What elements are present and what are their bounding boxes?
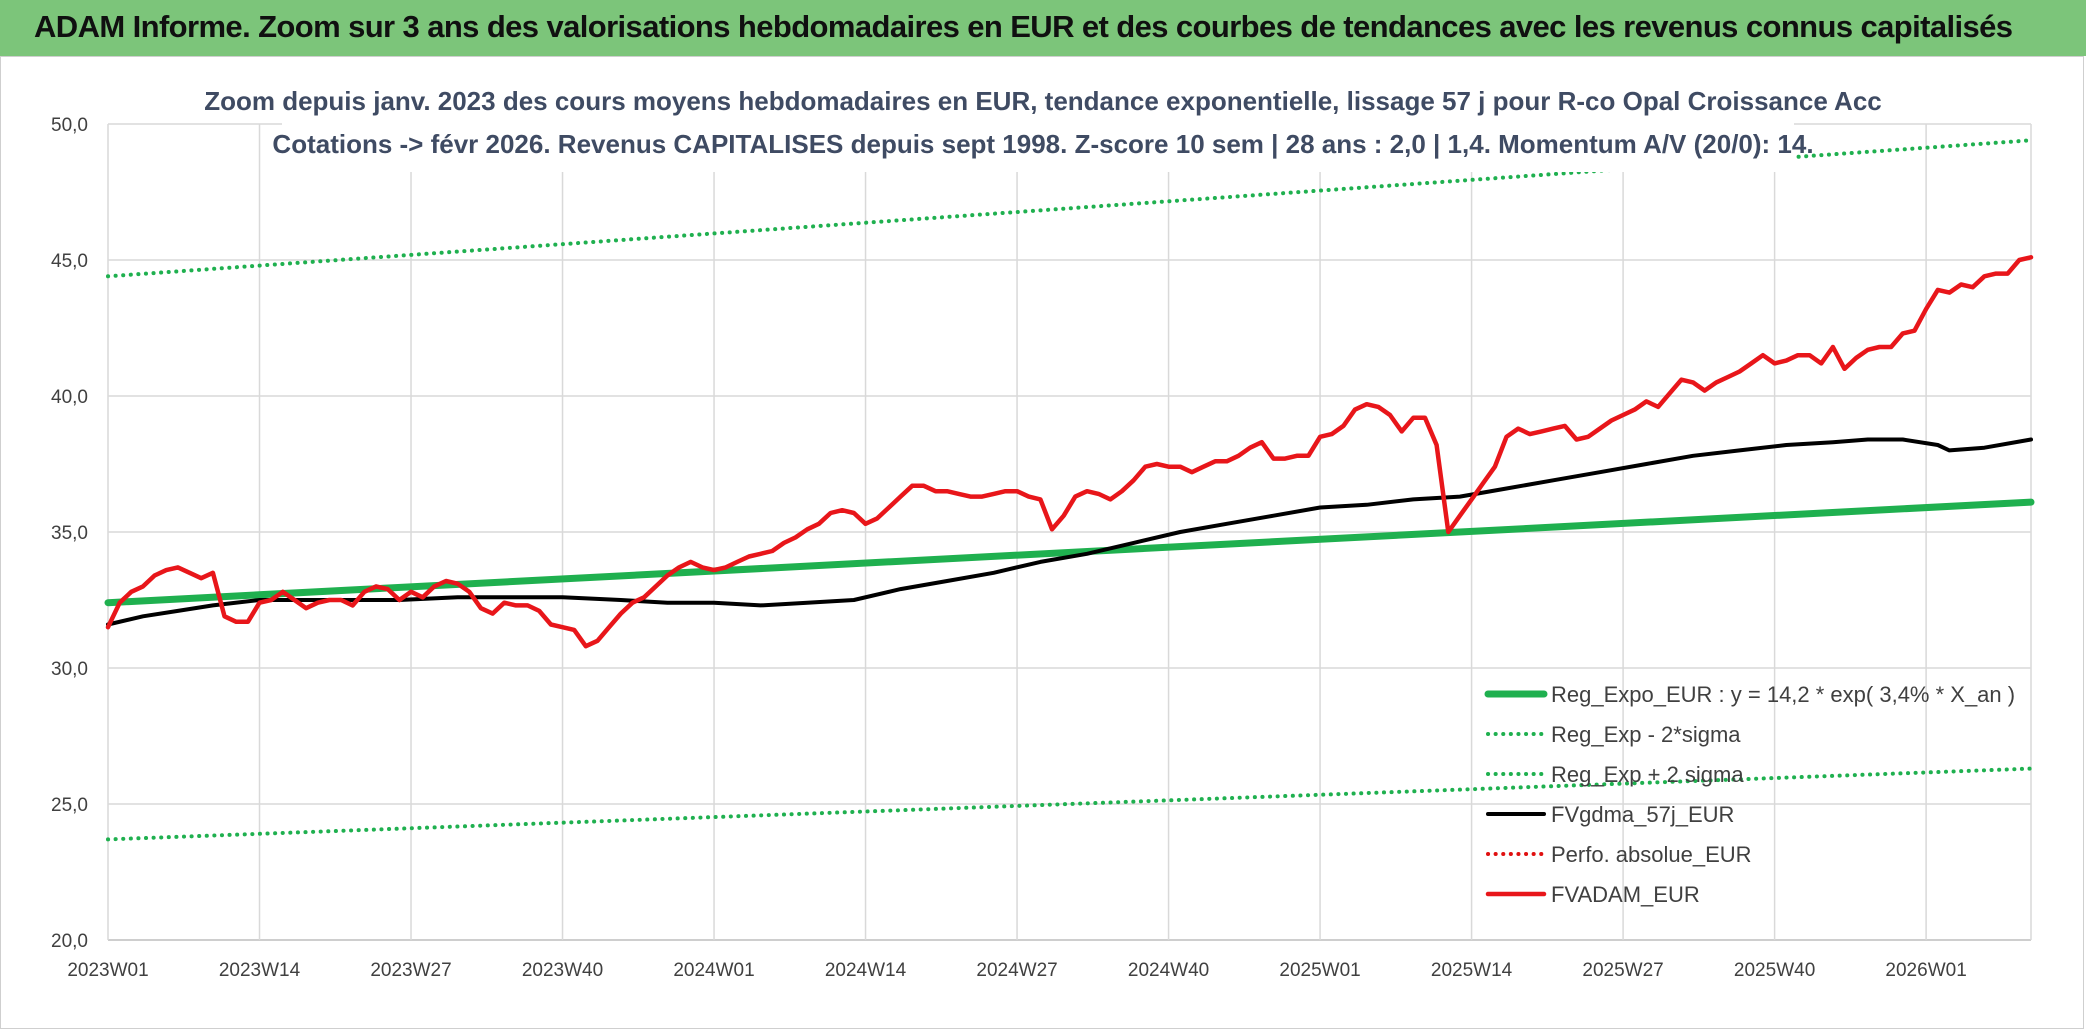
series-line-3: [106, 437, 2033, 627]
y-tick-label: 50,0: [51, 115, 88, 136]
series-layer: [104, 138, 2035, 842]
chart-subtitle-line-2: Cotations -> févr 2026. Revenus CAPITALI…: [272, 129, 1813, 159]
x-axis-ticks: 2023W01 2023W14 2023W27 2023W40 2024W01 2024W…: [67, 960, 1966, 981]
x-tick-label: 2026W01: [1885, 960, 1966, 981]
x-tick-label: 2024W01: [673, 960, 754, 981]
y-tick-label: 45,0: [51, 251, 88, 272]
chart-subtitle-line-1: Zoom depuis janv. 2023 des cours moyens …: [204, 86, 1882, 116]
y-tick-label: 20,0: [51, 931, 88, 952]
x-tick-label: 2025W14: [1431, 960, 1513, 981]
y-axis-ticks: 20,0 25,0 30,0 35,0 40,0 45,0 50,0: [51, 115, 88, 952]
x-tick-label: 2023W27: [370, 960, 451, 981]
legend-label: FVgdma_57j_EUR: [1551, 802, 1734, 827]
subtitle-background: [282, 80, 1794, 172]
x-tick-label: 2025W27: [1582, 960, 1663, 981]
legend-label: Perfo. absolue_EUR: [1551, 842, 1752, 867]
y-tick-label: 35,0: [51, 523, 88, 544]
series-line-0: [104, 498, 2035, 607]
x-tick-label: 2024W27: [976, 960, 1057, 981]
y-tick-label: 40,0: [51, 387, 88, 408]
legend-label: Reg_Exp - 2*sigma: [1551, 722, 1741, 747]
legend-label: Reg_Expo_EUR : y = 14,2 * exp( 3,4% * X_…: [1551, 682, 2015, 707]
series-line-1: [106, 766, 2033, 842]
series-line-5: [105, 255, 2034, 649]
series-line-2: [106, 138, 2033, 279]
y-tick-label: 30,0: [51, 659, 88, 680]
x-tick-label: 2023W40: [522, 960, 603, 981]
x-tick-label: 2023W14: [219, 960, 301, 981]
x-tick-label: 2023W01: [67, 960, 148, 981]
report-banner: ADAM Informe. Zoom sur 3 ans des valoris…: [0, 0, 2086, 56]
legend-label: Reg_Exp + 2 sigma: [1551, 762, 1744, 787]
grid-lines: [107, 123, 2032, 941]
legend: Reg_Expo_EUR : y = 14,2 * exp( 3,4% * X_…: [1484, 682, 2015, 907]
legend-label: FVADAM_EUR: [1551, 882, 1700, 907]
y-tick-label: 25,0: [51, 795, 88, 816]
chart-frame: [0, 56, 2084, 1029]
report-title: ADAM Informe. Zoom sur 3 ans des valoris…: [34, 9, 2013, 44]
x-tick-label: 2024W14: [825, 960, 907, 981]
x-tick-label: 2025W40: [1734, 960, 1815, 981]
x-tick-label: 2025W01: [1279, 960, 1360, 981]
x-tick-label: 2024W40: [1128, 960, 1209, 981]
